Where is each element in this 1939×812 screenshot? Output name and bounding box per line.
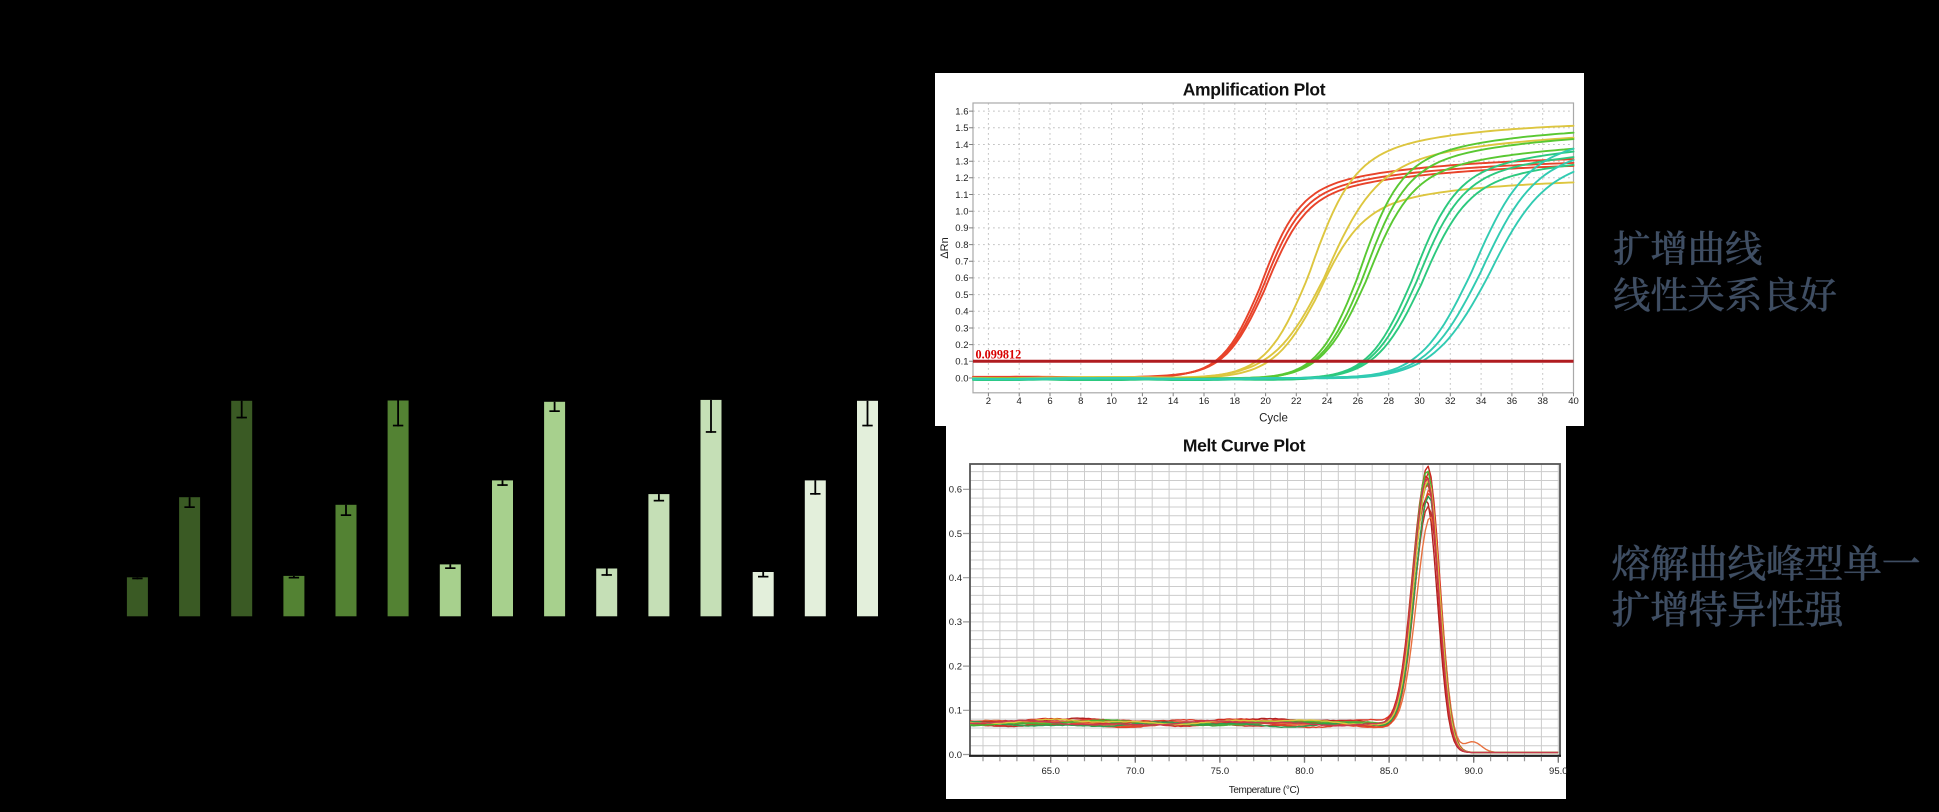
svg-text:80.0: 80.0 <box>1295 766 1314 777</box>
svg-text:1.6: 1.6 <box>955 106 968 117</box>
svg-text:22: 22 <box>1291 396 1302 407</box>
svg-text:0.4: 0.4 <box>949 573 962 584</box>
svg-text:1.2: 1.2 <box>955 173 968 184</box>
svg-text:12: 12 <box>1137 396 1148 407</box>
svg-text:90.0: 90.0 <box>1464 766 1483 777</box>
svg-text:0.3: 0.3 <box>949 617 962 628</box>
svg-text:0.4: 0.4 <box>955 307 968 318</box>
svg-text:0.9: 0.9 <box>955 223 968 234</box>
svg-text:0.8: 0.8 <box>955 240 968 251</box>
svg-text:8: 8 <box>1078 396 1083 407</box>
svg-text:65.0: 65.0 <box>1041 766 1060 777</box>
svg-text:16: 16 <box>1199 396 1210 407</box>
svg-text:36: 36 <box>1507 396 1518 407</box>
svg-text:Amplification Plot: Amplification Plot <box>1183 80 1326 100</box>
svg-text:6: 6 <box>1047 396 1052 407</box>
svg-text:1.4: 1.4 <box>955 140 968 151</box>
svg-text:1.0: 1.0 <box>955 207 968 218</box>
svg-text:30: 30 <box>1414 396 1425 407</box>
svg-text:18: 18 <box>1230 396 1241 407</box>
svg-text:1.5: 1.5 <box>955 123 968 134</box>
svg-text:0.1: 0.1 <box>949 706 962 717</box>
svg-text:1.1: 1.1 <box>955 190 968 201</box>
svg-text:0.7: 0.7 <box>955 257 968 268</box>
svg-text:4: 4 <box>1017 396 1022 407</box>
svg-text:32: 32 <box>1445 396 1456 407</box>
svg-text:28: 28 <box>1383 396 1394 407</box>
svg-text:0.3: 0.3 <box>955 323 968 334</box>
svg-text:0.2: 0.2 <box>949 661 962 672</box>
svg-text:Cycle: Cycle <box>1259 412 1288 424</box>
svg-text:20: 20 <box>1260 396 1271 407</box>
svg-text:0.0: 0.0 <box>955 373 968 384</box>
svg-text:0.1: 0.1 <box>955 357 968 368</box>
svg-text:ΔRn: ΔRn <box>939 237 951 258</box>
svg-text:Melt Curve Plot: Melt Curve Plot <box>1183 436 1306 456</box>
svg-text:0.099812: 0.099812 <box>976 348 1022 362</box>
svg-text:38: 38 <box>1537 396 1548 407</box>
svg-text:0.5: 0.5 <box>949 529 962 540</box>
svg-text:14: 14 <box>1168 396 1179 407</box>
svg-text:2: 2 <box>986 396 991 407</box>
svg-text:95.0: 95.0 <box>1549 766 1568 777</box>
svg-text:40: 40 <box>1568 396 1579 407</box>
svg-text:0.0: 0.0 <box>949 750 962 761</box>
svg-text:0.5: 0.5 <box>955 290 968 301</box>
svg-text:10: 10 <box>1106 396 1117 407</box>
svg-text:70.0: 70.0 <box>1126 766 1145 777</box>
svg-text:0.2: 0.2 <box>955 340 968 351</box>
svg-text:1.3: 1.3 <box>955 157 968 168</box>
svg-text:24: 24 <box>1322 396 1333 407</box>
svg-text:0.6: 0.6 <box>955 273 968 284</box>
svg-text:34: 34 <box>1476 396 1487 407</box>
svg-text:85.0: 85.0 <box>1380 766 1399 777</box>
svg-text:26: 26 <box>1353 396 1364 407</box>
svg-text:0.6: 0.6 <box>949 485 962 496</box>
svg-text:Temperature (°C): Temperature (°C) <box>1229 785 1299 796</box>
svg-text:75.0: 75.0 <box>1211 766 1230 777</box>
